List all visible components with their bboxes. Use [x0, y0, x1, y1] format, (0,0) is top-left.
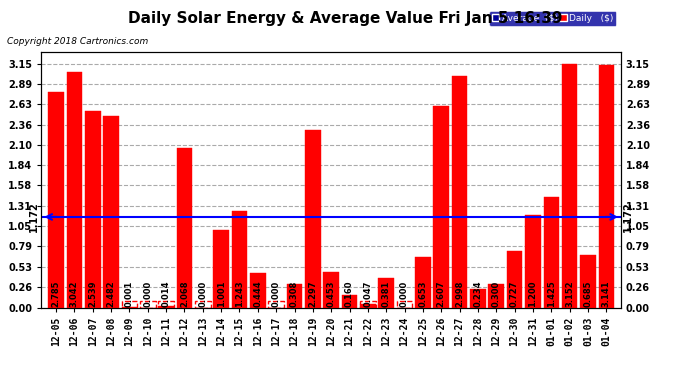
Bar	[415, 257, 431, 307]
Text: 0.381: 0.381	[382, 281, 391, 307]
Bar	[360, 304, 375, 307]
Text: Copyright 2018 Cartronics.com: Copyright 2018 Cartronics.com	[7, 38, 148, 46]
Bar	[324, 273, 339, 308]
Text: 0.000: 0.000	[144, 281, 152, 307]
Bar	[360, 302, 375, 307]
Bar	[85, 111, 101, 308]
Bar	[268, 302, 284, 307]
Text: 1.425: 1.425	[546, 280, 556, 307]
Text: 2.482: 2.482	[106, 280, 116, 307]
Bar	[378, 278, 394, 308]
Text: 1.001: 1.001	[217, 280, 226, 307]
Bar	[562, 64, 578, 308]
Bar	[195, 302, 210, 307]
Bar	[104, 116, 119, 308]
Text: 1.243: 1.243	[235, 280, 244, 307]
Text: 0.444: 0.444	[253, 280, 262, 307]
Bar	[525, 215, 541, 308]
Bar	[544, 197, 559, 308]
Bar	[580, 255, 595, 308]
Text: 0.453: 0.453	[326, 280, 336, 307]
Bar	[433, 106, 449, 307]
Bar	[213, 230, 229, 308]
Text: 0.308: 0.308	[290, 281, 299, 307]
Text: 0.001: 0.001	[125, 281, 134, 307]
Text: 2.539: 2.539	[88, 280, 97, 307]
Text: 0.300: 0.300	[492, 281, 501, 307]
Text: 0.685: 0.685	[584, 280, 593, 307]
Bar	[177, 148, 193, 308]
Bar	[67, 72, 82, 308]
Bar	[489, 284, 504, 308]
Bar	[507, 251, 522, 308]
Text: 0.000: 0.000	[400, 281, 409, 307]
Text: 0.047: 0.047	[364, 281, 373, 307]
Bar	[598, 65, 614, 308]
Text: 3.152: 3.152	[565, 280, 574, 307]
Bar	[305, 130, 321, 308]
Legend: Average  ($), Daily   ($): Average ($), Daily ($)	[489, 11, 616, 26]
Text: Daily Solar Energy & Average Value Fri Jan 5 16:39: Daily Solar Energy & Average Value Fri J…	[128, 11, 562, 26]
Bar	[48, 92, 64, 308]
Text: 2.785: 2.785	[52, 280, 61, 307]
Text: 3.141: 3.141	[602, 280, 611, 307]
Bar	[140, 302, 155, 307]
Text: 0.160: 0.160	[345, 280, 354, 307]
Text: 1.200: 1.200	[529, 280, 538, 307]
Text: 0.000: 0.000	[272, 281, 281, 307]
Bar	[452, 76, 467, 307]
Text: 0.014: 0.014	[161, 280, 170, 307]
Bar	[397, 302, 413, 307]
Bar	[287, 284, 302, 308]
Text: 2.998: 2.998	[455, 281, 464, 307]
Text: 2.607: 2.607	[437, 280, 446, 307]
Text: 3.042: 3.042	[70, 280, 79, 307]
Text: 2.068: 2.068	[180, 280, 189, 307]
Bar	[232, 211, 247, 308]
Text: 1.172: 1.172	[623, 201, 633, 232]
Text: 0.234: 0.234	[473, 280, 482, 307]
Text: 1.172: 1.172	[29, 201, 39, 232]
Bar	[121, 302, 137, 307]
Bar	[250, 273, 266, 308]
Text: 2.297: 2.297	[308, 280, 317, 307]
Bar	[158, 302, 174, 307]
Text: 0.000: 0.000	[198, 281, 207, 307]
Bar	[158, 306, 174, 308]
Text: 0.727: 0.727	[510, 281, 519, 307]
Text: 0.653: 0.653	[418, 280, 427, 307]
Bar	[342, 295, 357, 307]
Bar	[470, 290, 486, 308]
